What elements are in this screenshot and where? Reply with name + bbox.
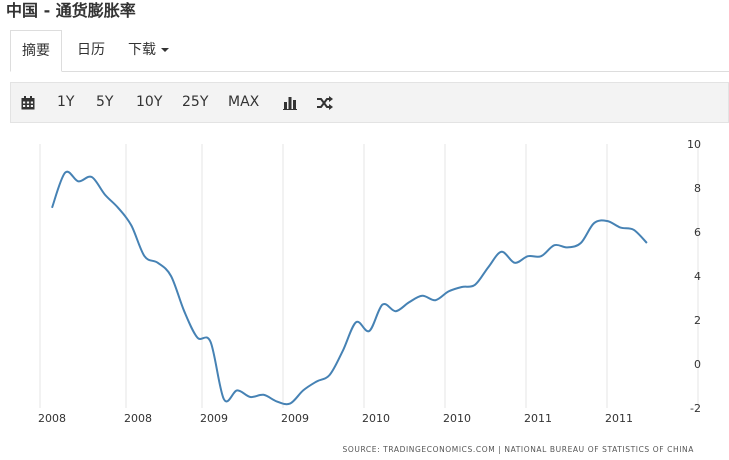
y-tick-label: 6 <box>694 226 701 239</box>
y-tick-label: 10 <box>687 138 701 151</box>
range-1y-button[interactable]: 1Y <box>57 94 75 110</box>
tab-calendar[interactable]: 日历 <box>77 30 105 71</box>
range-10y-button[interactable]: 10Y <box>136 94 163 110</box>
chart-source: SOURCE: TRADINGECONOMICS.COM | NATIONAL … <box>343 445 695 454</box>
tab-summary[interactable]: 摘要 <box>10 30 62 72</box>
x-tick-label: 2011 <box>605 412 633 425</box>
x-tick-label: 2008 <box>124 412 152 425</box>
tab-calendar-label: 日历 <box>77 42 105 58</box>
x-tick-label: 2010 <box>362 412 390 425</box>
y-tick-label: 0 <box>694 358 701 371</box>
tab-download-label: 下载 <box>128 42 156 58</box>
page-title: 中国 - 通货膨胀率 <box>6 1 136 20</box>
y-axis: -2 0 2 4 6 8 10 <box>687 138 701 415</box>
range-25y-button[interactable]: 25Y <box>182 94 209 110</box>
y-tick-label: 2 <box>694 314 701 327</box>
calendar-icon[interactable] <box>21 95 35 114</box>
range-max-button[interactable]: MAX <box>228 94 260 110</box>
shuffle-icon[interactable] <box>317 95 333 114</box>
inflation-series-line <box>51 170 648 406</box>
chevron-down-icon <box>161 48 169 52</box>
chart-grid <box>39 144 699 408</box>
x-tick-label: 2011 <box>524 412 552 425</box>
x-tick-label: 2010 <box>443 412 471 425</box>
y-tick-label: 4 <box>694 270 701 283</box>
chart-toolbar: 1Y 5Y 10Y 25Y MAX <box>10 82 729 123</box>
y-tick-label: -2 <box>690 402 701 415</box>
tab-summary-label: 摘要 <box>22 43 50 59</box>
range-5y-button[interactable]: 5Y <box>96 94 114 110</box>
bar-chart-icon[interactable] <box>283 95 297 114</box>
x-tick-label: 2009 <box>281 412 309 425</box>
tab-bar: 摘要 日历 下载 <box>10 30 729 72</box>
y-tick-label: 8 <box>694 182 701 195</box>
x-tick-label: 2009 <box>200 412 228 425</box>
x-tick-label: 2008 <box>38 412 66 425</box>
x-axis: 2008 2008 2009 2009 2010 2010 2011 2011 <box>38 412 633 425</box>
tab-download[interactable]: 下载 <box>128 30 169 71</box>
